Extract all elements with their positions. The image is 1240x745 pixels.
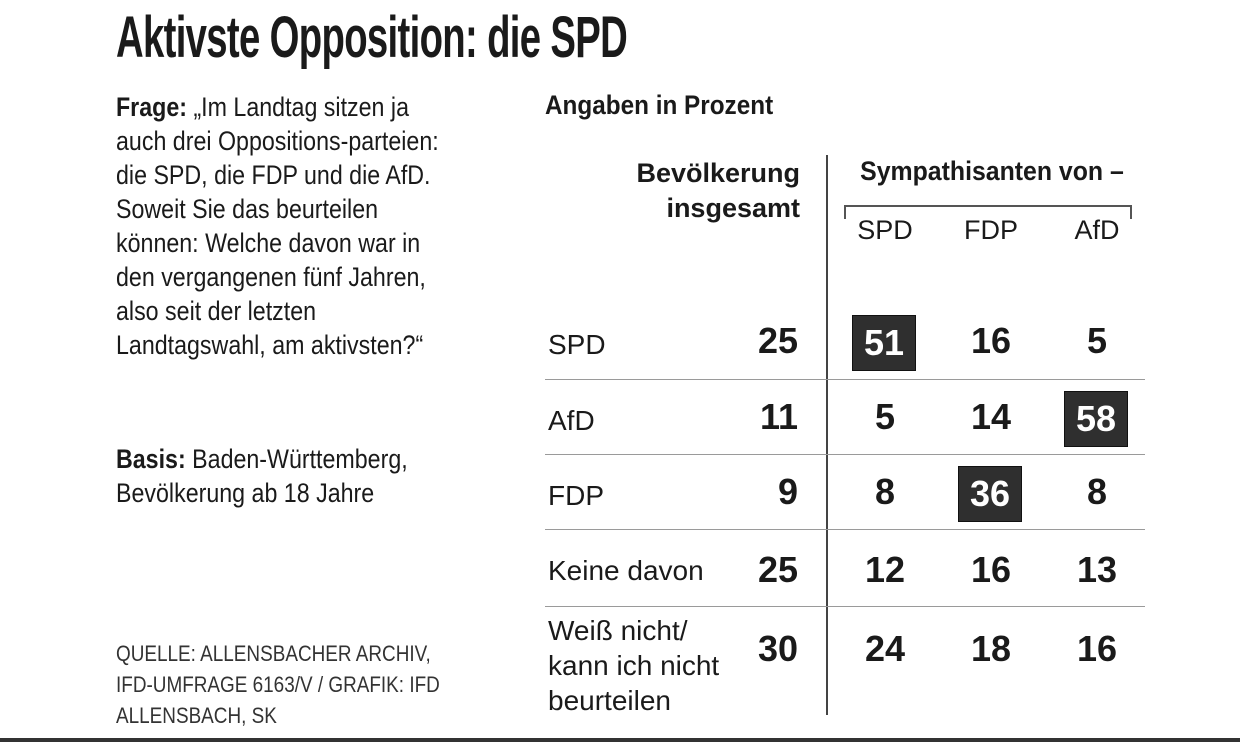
cell-afd: 8 <box>1086 471 1108 512</box>
page-title: Aktivste Opposition: die SPD <box>116 5 628 70</box>
column-header-spd: SPD <box>857 215 913 245</box>
cell-fdp: 18 <box>970 628 1012 669</box>
row-label: AfD <box>548 405 595 436</box>
cell-spd: 5 <box>874 396 896 437</box>
cell-spd: 8 <box>874 471 896 512</box>
basis-body: Baden-Württemberg, Bevölkerung ab 18 Jah… <box>116 444 408 508</box>
cell-fdp: 14 <box>970 396 1012 437</box>
cell-afd: 16 <box>1076 628 1118 669</box>
row-label: SPD <box>548 329 606 360</box>
column-header-fdp: FDP <box>964 215 1018 245</box>
cell-total: 30 <box>757 628 798 669</box>
bottom-rule <box>0 738 1240 742</box>
row-divider <box>545 529 1145 530</box>
cell-spd: 12 <box>864 549 906 590</box>
column-header-afd: AfD <box>1074 215 1120 245</box>
cell-fdp: 16 <box>970 320 1012 361</box>
column-header-group: Sympathisanten von – <box>860 156 1124 186</box>
row-divider <box>545 379 1145 380</box>
question-label: Frage: <box>116 92 187 122</box>
cell-total: 11 <box>759 396 798 437</box>
cell-afd: 5 <box>1086 320 1108 361</box>
cell-afd: 13 <box>1076 549 1118 590</box>
basis-label: Basis: <box>116 444 186 474</box>
group-bracket <box>844 205 1132 219</box>
row-divider <box>545 454 1145 455</box>
cell-total: 25 <box>757 320 798 361</box>
basis-text: Basis: Baden-Württemberg, Bevölkerung ab… <box>116 442 460 510</box>
question-text: Frage: „Im Landtag sitzen ja auch drei O… <box>116 90 460 362</box>
column-header-total: Bevölkerung insgesamt <box>636 158 800 223</box>
row-label: FDP <box>548 480 604 511</box>
column-divider <box>826 155 828 715</box>
cell-spd-highlight: 51 <box>852 315 916 371</box>
unit-label: Angaben in Prozent <box>545 90 774 120</box>
cell-total: 25 <box>757 549 798 590</box>
cell-spd: 24 <box>864 628 906 669</box>
cell-total: 9 <box>777 471 798 512</box>
row-divider <box>545 606 1145 607</box>
source-note: QUELLE: ALLENSBACHER ARCHIV, IFD-UMFRAGE… <box>116 641 440 728</box>
cell-afd-highlight: 58 <box>1064 391 1128 447</box>
row-label: Weiß nicht/ kann ich nicht beurteilen <box>548 615 720 716</box>
question-body: „Im Landtag sitzen ja auch drei Oppositi… <box>116 92 439 360</box>
row-label: Keine davon <box>548 555 704 586</box>
cell-fdp: 16 <box>970 549 1012 590</box>
cell-fdp-highlight: 36 <box>958 466 1022 522</box>
